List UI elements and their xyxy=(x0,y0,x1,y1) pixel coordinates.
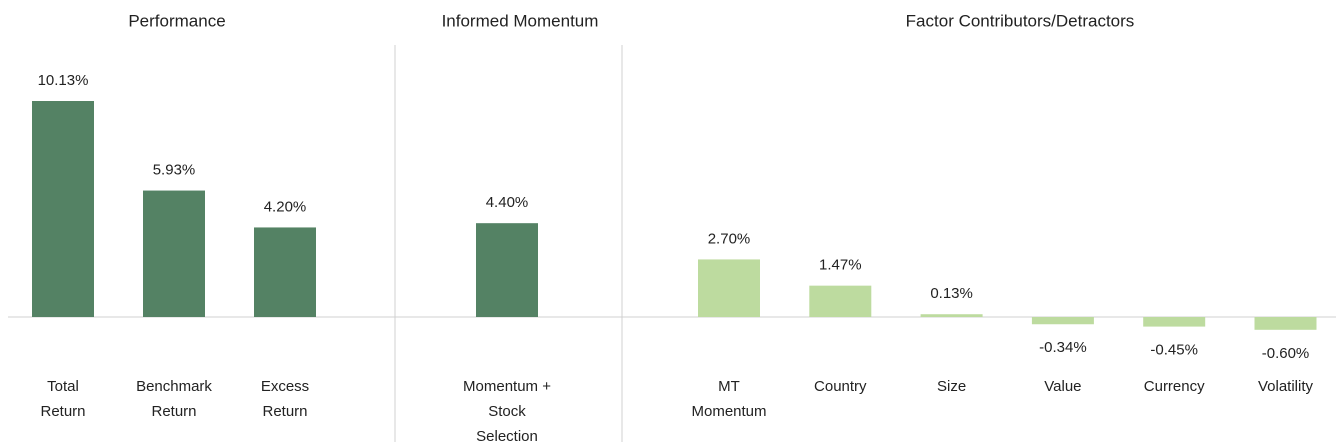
x-tick-label: Currency xyxy=(1144,378,1205,395)
value-label: 4.20% xyxy=(264,198,307,215)
bar xyxy=(809,285,872,317)
value-label: -0.60% xyxy=(1262,345,1310,362)
x-tick-label: Return xyxy=(40,403,85,420)
x-tick-label: Benchmark xyxy=(136,378,212,395)
x-tick-label: Return xyxy=(262,403,307,420)
value-label: 5.93% xyxy=(153,162,196,179)
x-tick-label: Excess xyxy=(261,378,309,395)
value-label: 1.47% xyxy=(819,257,862,274)
bar xyxy=(32,101,94,317)
value-label: 2.70% xyxy=(708,230,751,247)
bar xyxy=(476,223,538,317)
value-label: 4.40% xyxy=(486,194,529,211)
x-tick-label: Size xyxy=(937,378,966,395)
value-label: -0.34% xyxy=(1039,339,1087,356)
x-tick-label: Return xyxy=(151,403,196,420)
bar xyxy=(698,259,760,317)
bar xyxy=(1143,317,1206,327)
chart-title: Performance xyxy=(128,11,225,30)
bar xyxy=(920,314,983,317)
x-tick-label: Momentum xyxy=(691,403,766,420)
bar xyxy=(1031,317,1094,325)
x-tick-label: Value xyxy=(1044,378,1081,395)
x-tick-label: Stock xyxy=(488,403,526,420)
bar xyxy=(254,227,316,317)
x-tick-label: Country xyxy=(814,378,867,395)
x-tick-label: MT xyxy=(718,378,740,395)
bar xyxy=(143,190,205,317)
bar xyxy=(1254,317,1317,330)
value-label: -0.45% xyxy=(1150,342,1198,359)
chart-title: Factor Contributors/Detractors xyxy=(906,11,1135,30)
value-label: 0.13% xyxy=(930,285,973,302)
x-tick-label: Total xyxy=(47,378,79,395)
x-tick-label: Momentum + xyxy=(463,378,551,395)
x-tick-label: Volatility xyxy=(1258,378,1314,395)
chart-title: Informed Momentum xyxy=(442,11,599,30)
x-tick-label: Selection xyxy=(476,428,538,445)
value-label: 10.13% xyxy=(38,72,89,89)
